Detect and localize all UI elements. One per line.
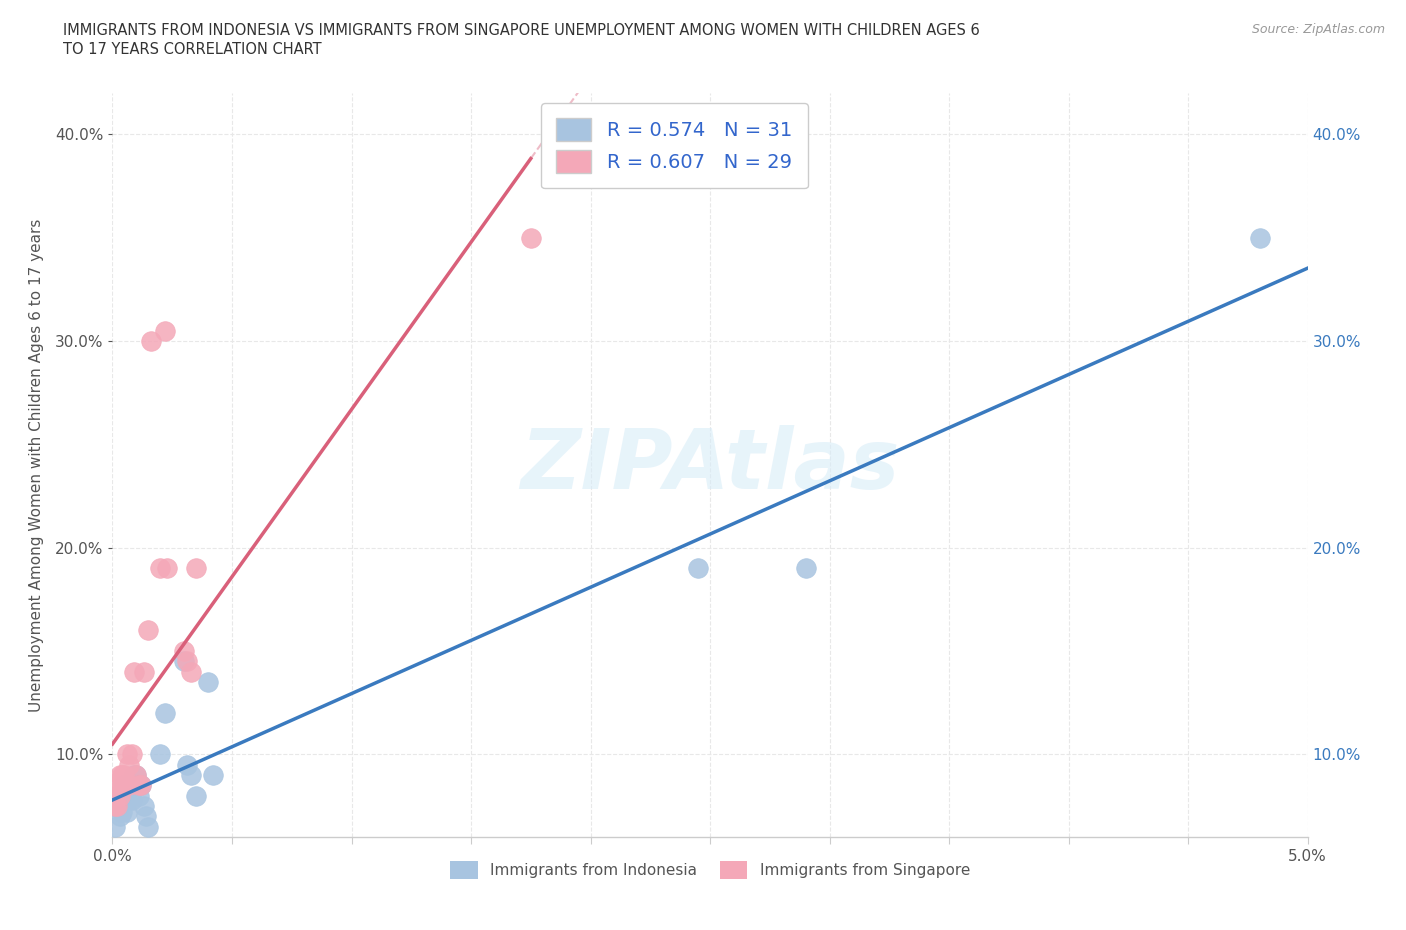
Point [149, 561, 172, 576]
Point [115, 792, 138, 807]
Point [122, 664, 145, 679]
Point [176, 654, 198, 669]
Point [156, 561, 179, 576]
Point [132, 799, 155, 814]
Point [520, 231, 543, 246]
Point [105, 799, 128, 814]
Point [115, 804, 138, 819]
Point [108, 809, 131, 824]
Point [118, 777, 141, 792]
Point [132, 664, 155, 679]
Legend: Immigrants from Indonesia, Immigrants from Singapore: Immigrants from Indonesia, Immigrants fr… [444, 856, 976, 885]
Point [794, 561, 817, 576]
Point [108, 767, 131, 782]
Point [180, 767, 202, 782]
Point [121, 747, 143, 762]
Point [135, 809, 157, 824]
Point [114, 777, 135, 792]
Point [118, 757, 141, 772]
Point [149, 747, 172, 762]
Point [173, 654, 195, 669]
Point [114, 789, 135, 804]
Point [115, 747, 138, 762]
Point [105, 777, 128, 792]
Point [186, 789, 208, 804]
Point [108, 789, 131, 804]
Text: Source: ZipAtlas.com: Source: ZipAtlas.com [1251, 23, 1385, 36]
Point [111, 804, 134, 819]
Point [104, 819, 127, 834]
Point [104, 799, 127, 814]
Point [122, 767, 145, 782]
Point [153, 706, 176, 721]
Point [125, 767, 148, 782]
Point [688, 561, 710, 576]
Text: IMMIGRANTS FROM INDONESIA VS IMMIGRANTS FROM SINGAPORE UNEMPLOYMENT AMONG WOMEN : IMMIGRANTS FROM INDONESIA VS IMMIGRANTS … [63, 23, 980, 38]
Point [114, 767, 135, 782]
Point [111, 767, 134, 782]
Point [104, 789, 127, 804]
Text: ZIPAtlas: ZIPAtlas [520, 424, 900, 506]
Point [108, 792, 131, 807]
Point [186, 561, 208, 576]
Point [176, 757, 198, 772]
Point [125, 777, 148, 792]
Point [111, 777, 134, 792]
Point [197, 674, 219, 689]
Text: TO 17 YEARS CORRELATION CHART: TO 17 YEARS CORRELATION CHART [63, 42, 322, 57]
Point [153, 324, 176, 339]
Point [114, 777, 135, 792]
Point [180, 664, 202, 679]
Point [1249, 231, 1271, 246]
Point [138, 819, 160, 834]
Point [105, 789, 128, 804]
Point [129, 777, 152, 792]
Point [201, 767, 224, 782]
Point [173, 644, 195, 658]
Point [138, 623, 160, 638]
Y-axis label: Unemployment Among Women with Children Ages 6 to 17 years: Unemployment Among Women with Children A… [30, 219, 44, 711]
Point [118, 777, 141, 792]
Point [105, 799, 128, 814]
Point [139, 334, 162, 349]
Point [128, 777, 150, 792]
Point [128, 789, 150, 804]
Point [129, 777, 152, 792]
Point [121, 792, 143, 807]
Point [125, 767, 148, 782]
